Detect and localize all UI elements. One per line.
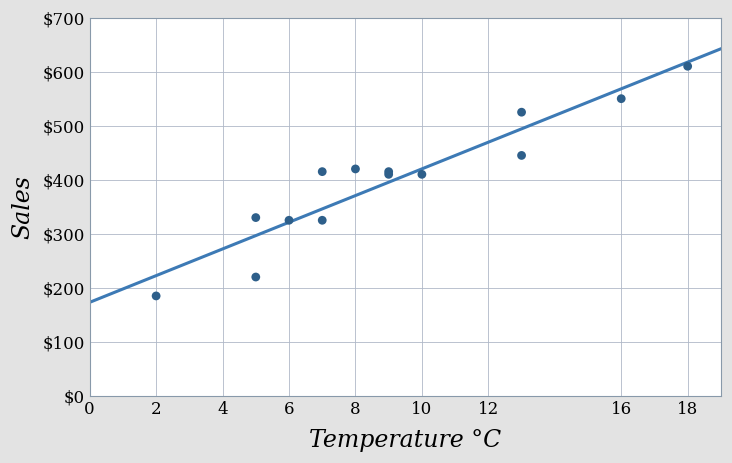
Y-axis label: Sales: Sales (11, 175, 34, 239)
Point (681, 63, 693, 70)
Point (250, 273, 261, 281)
Point (416, 171, 427, 178)
Point (383, 168, 395, 175)
Point (350, 165, 362, 173)
Point (316, 217, 328, 224)
Point (516, 152, 528, 159)
Point (150, 292, 162, 300)
X-axis label: Temperature °C: Temperature °C (309, 429, 501, 452)
Point (316, 168, 328, 175)
Point (516, 108, 528, 116)
Point (283, 217, 295, 224)
Point (250, 214, 261, 221)
Point (383, 171, 395, 178)
Point (616, 95, 627, 102)
